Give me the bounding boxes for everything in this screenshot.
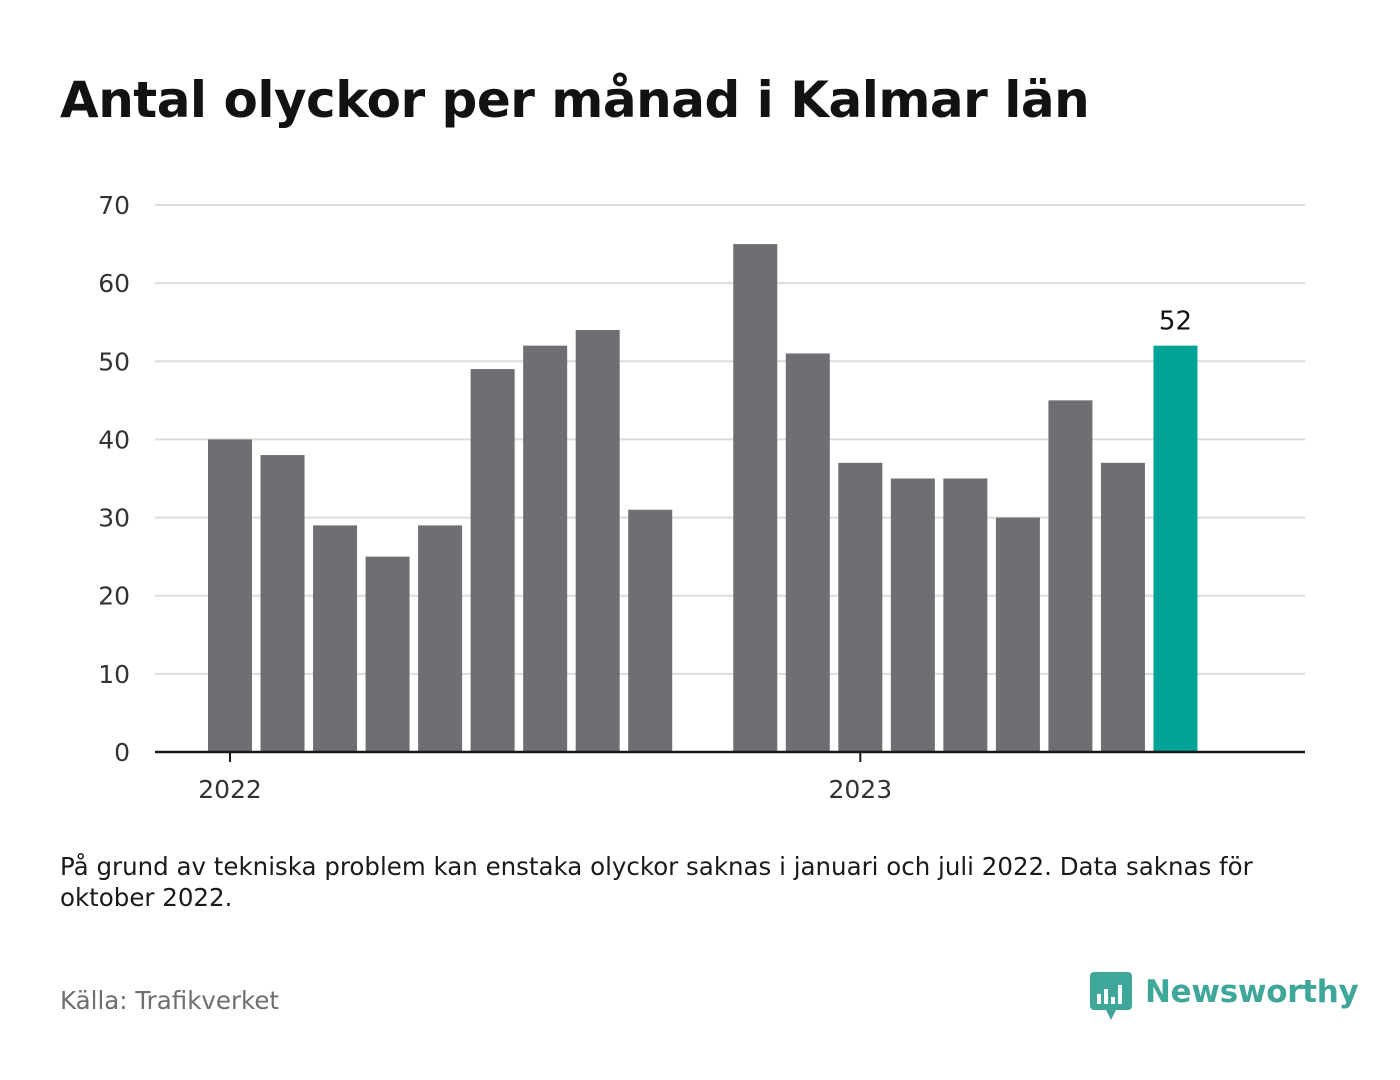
bar [943,478,988,752]
bar [208,439,252,752]
bar [260,455,305,752]
bar [733,244,778,753]
x-tick-label: 2023 [829,775,893,804]
bar [575,330,620,752]
x-tick-label: 2022 [198,775,262,804]
bar [470,369,515,752]
bar-chart: 0 10 20 30 40 50 60 70 2022 2023 52 [98,191,1305,804]
data-label-highlight: 52 [1159,307,1192,337]
bars [208,244,1198,753]
chart-note: På grund av tekniska problem kan enstaka… [60,852,1253,912]
bar [785,353,830,752]
newsworthy-logo: Newsworthy [1090,972,1359,1022]
y-tick-label: 70 [98,191,130,220]
bar [313,525,358,752]
y-tick-label: 20 [98,582,130,611]
bar [890,478,935,752]
chart-title: Antal olyckor per månad i Kalmar län [60,71,1090,129]
y-tick-label: 60 [98,269,130,298]
bar-chart-speech-bubble-icon [1090,972,1132,1020]
y-tick-label: 10 [98,660,130,689]
bar [1048,400,1093,752]
y-tick-label: 0 [114,738,130,767]
bar [995,517,1040,752]
y-axis-tick-labels: 0 10 20 30 40 50 60 70 [98,191,130,767]
bar-highlight [1153,345,1198,752]
bar [523,345,568,752]
y-tick-label: 50 [98,347,130,376]
y-tick-label: 30 [98,504,130,533]
data-labels: 52 [1159,307,1192,337]
bar [365,556,410,752]
source-credit: Källa: Trafikverket [60,986,280,1015]
bar [838,462,883,752]
x-axis: 2022 2023 [155,750,1305,804]
y-tick-label: 40 [98,425,130,454]
bar [628,509,673,752]
bar [418,525,463,752]
bar [1100,462,1145,752]
brand-name: Newsworthy [1145,974,1359,1010]
